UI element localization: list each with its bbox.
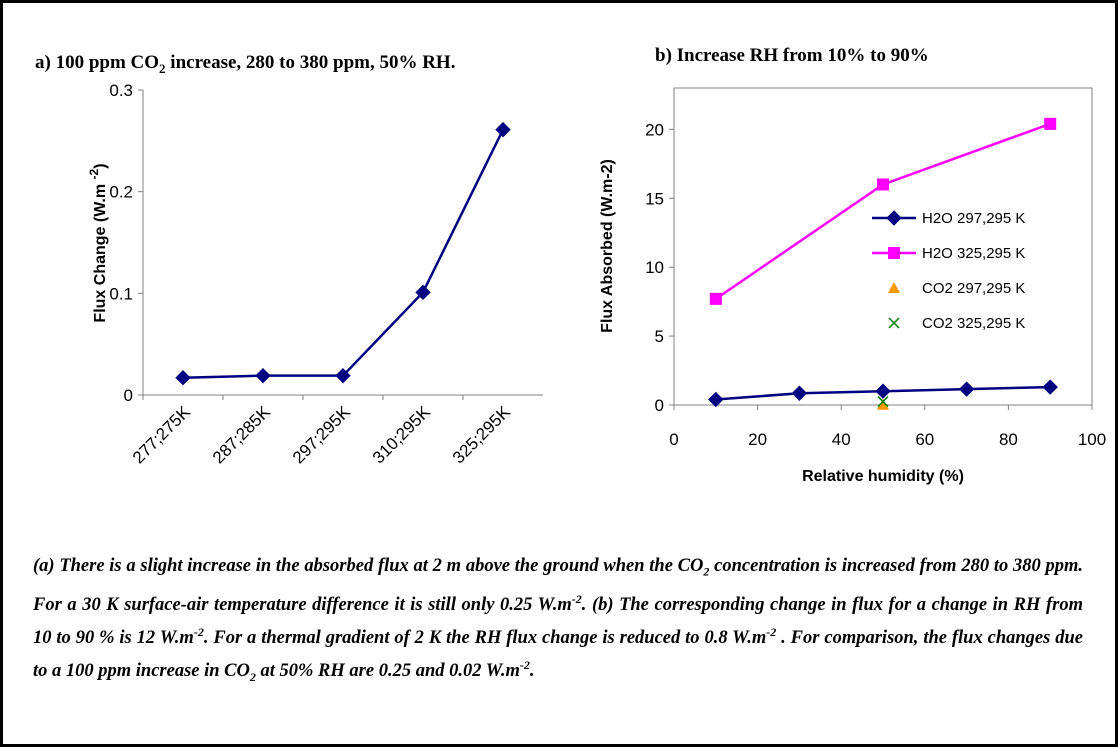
marker [335,367,351,384]
x-tick-label: 100 [1078,430,1106,449]
y-tick-label: 0.1 [109,284,133,303]
marker [877,178,889,191]
title-part: increase, 280 to 380 ppm, 50% RH. [166,52,456,73]
marker [875,383,891,399]
title-part: a) 100 ppm CO [35,52,159,73]
x-tick-label: 310;295K [369,402,434,467]
x-tick-label: 287;285K [209,402,274,467]
marker [415,284,431,301]
caption-text: . [529,661,535,682]
marker [255,367,271,384]
x-tick-label: 277;275K [129,402,194,467]
caption-text: at 50% RH are 0.25 and 0.02 W.m [255,661,520,682]
marker [877,396,889,408]
charts: a) 100 ppm CO2 increase, 280 to 380 ppm,… [35,45,1106,485]
label-part: Flux Change (W.m [92,179,109,322]
caption-sup: -2 [193,624,204,639]
y-tick-label: 0.2 [109,183,133,202]
caption-sup: -2 [571,591,582,606]
x-tick-label: 80 [999,430,1018,449]
legend-label: H2O 297,295 K [922,210,1025,227]
caption-sup: -2 [519,658,530,672]
caption: (a) There is a slight increase in the ab… [33,553,1083,691]
y-tick-label: 10 [645,258,664,277]
legend-marker [888,282,900,293]
marker [791,385,808,401]
y-tick-label: 0 [124,386,133,405]
caption-text: concentration is increased from 280 to 3… [33,556,1083,615]
marker [958,381,975,397]
legend-marker [888,317,900,329]
legend-marker [886,210,902,226]
x-tick-label: 0 [669,430,678,449]
caption-text: . For comparison, the flux changes due t… [33,628,1083,682]
x-tick-label: 60 [915,430,934,449]
caption-text: (a) There is a slight increase in the ab… [33,556,704,576]
chart-title: b) Increase RH from 10% to 90% [655,45,929,66]
y-tick-label: 15 [645,189,664,208]
chart-title: a) 100 ppm CO2 increase, 280 to 380 ppm,… [35,52,455,76]
marker [877,398,889,410]
caption-text: . (b) The corresponding change in flux f… [33,594,1083,648]
y-axis-label: Flux Absorbed (W.m-2) [599,159,616,333]
legend-label: CO2 325,295 K [922,315,1025,332]
data-line [182,129,505,379]
title-sub: 2 [159,61,166,76]
x-axis-label: Relative humidity (%) [802,468,964,485]
legend-label: CO2 297,295 K [922,280,1025,297]
y-axis-label: Flux Change (W.m -2) [87,163,109,322]
x-tick-label: 297;295K [289,402,354,467]
caption-sub: 2 [703,564,710,579]
caption-sub: 2 [249,669,256,684]
x-tick-label: 20 [748,430,767,449]
marker [1042,379,1058,395]
caption-sup: -2 [766,624,777,639]
y-tick-label: 5 [655,327,664,346]
x-tick-label: 40 [832,430,851,449]
y-tick-label: 0 [655,396,664,415]
x-tick-label: 325;295K [449,402,514,467]
marker [708,391,724,408]
plot-frame [673,87,1093,406]
label-part: ) [92,163,109,168]
marker [709,292,722,305]
caption-text: . For a thermal gradient of 2 K the RH f… [203,628,767,648]
legend-marker [888,247,900,259]
marker [1044,117,1057,130]
marker [495,121,511,138]
y-tick-label: 20 [645,120,664,139]
y-tick-label: 0.3 [109,81,133,100]
legend-label: H2O 325,295 K [922,245,1025,262]
marker [175,370,191,386]
label-sup: -2 [87,168,101,179]
